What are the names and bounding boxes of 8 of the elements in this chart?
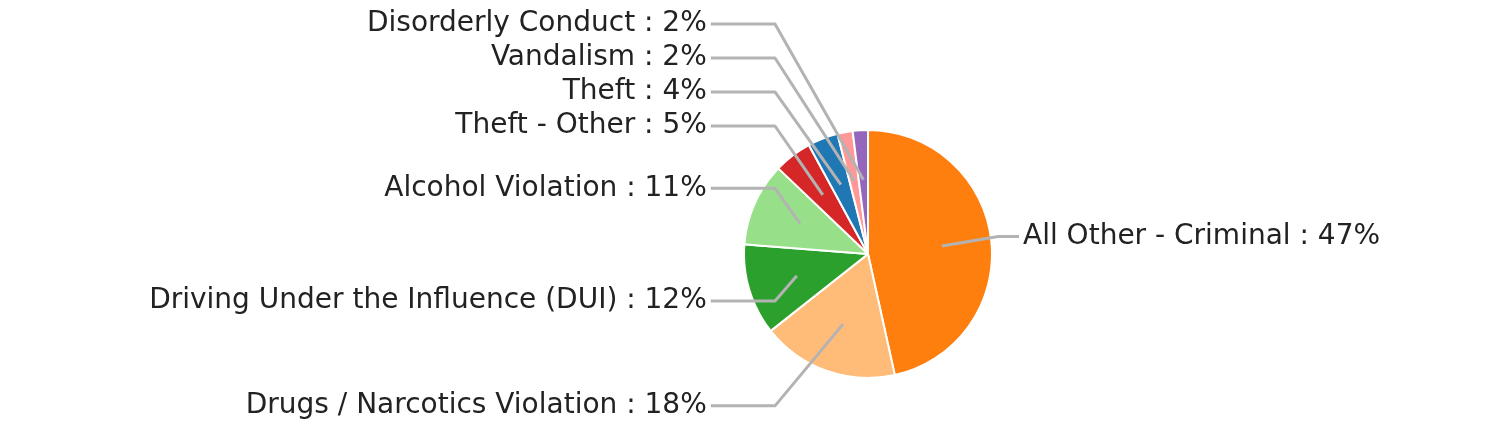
slice-label: All Other - Criminal : 47% xyxy=(1023,217,1381,251)
slice-label: Disorderly Conduct : 2% xyxy=(366,5,707,39)
slice-label: Drugs / Narcotics Violation : 18% xyxy=(245,387,707,421)
slice-label: Alcohol Violation : 11% xyxy=(384,169,707,203)
slice-label: Theft : 4% xyxy=(561,73,707,107)
slice-label: Theft - Other : 5% xyxy=(454,107,707,141)
slice-label: Driving Under the Influence (DUI) : 12% xyxy=(149,282,707,316)
slice-label: Vandalism : 2% xyxy=(490,39,707,73)
